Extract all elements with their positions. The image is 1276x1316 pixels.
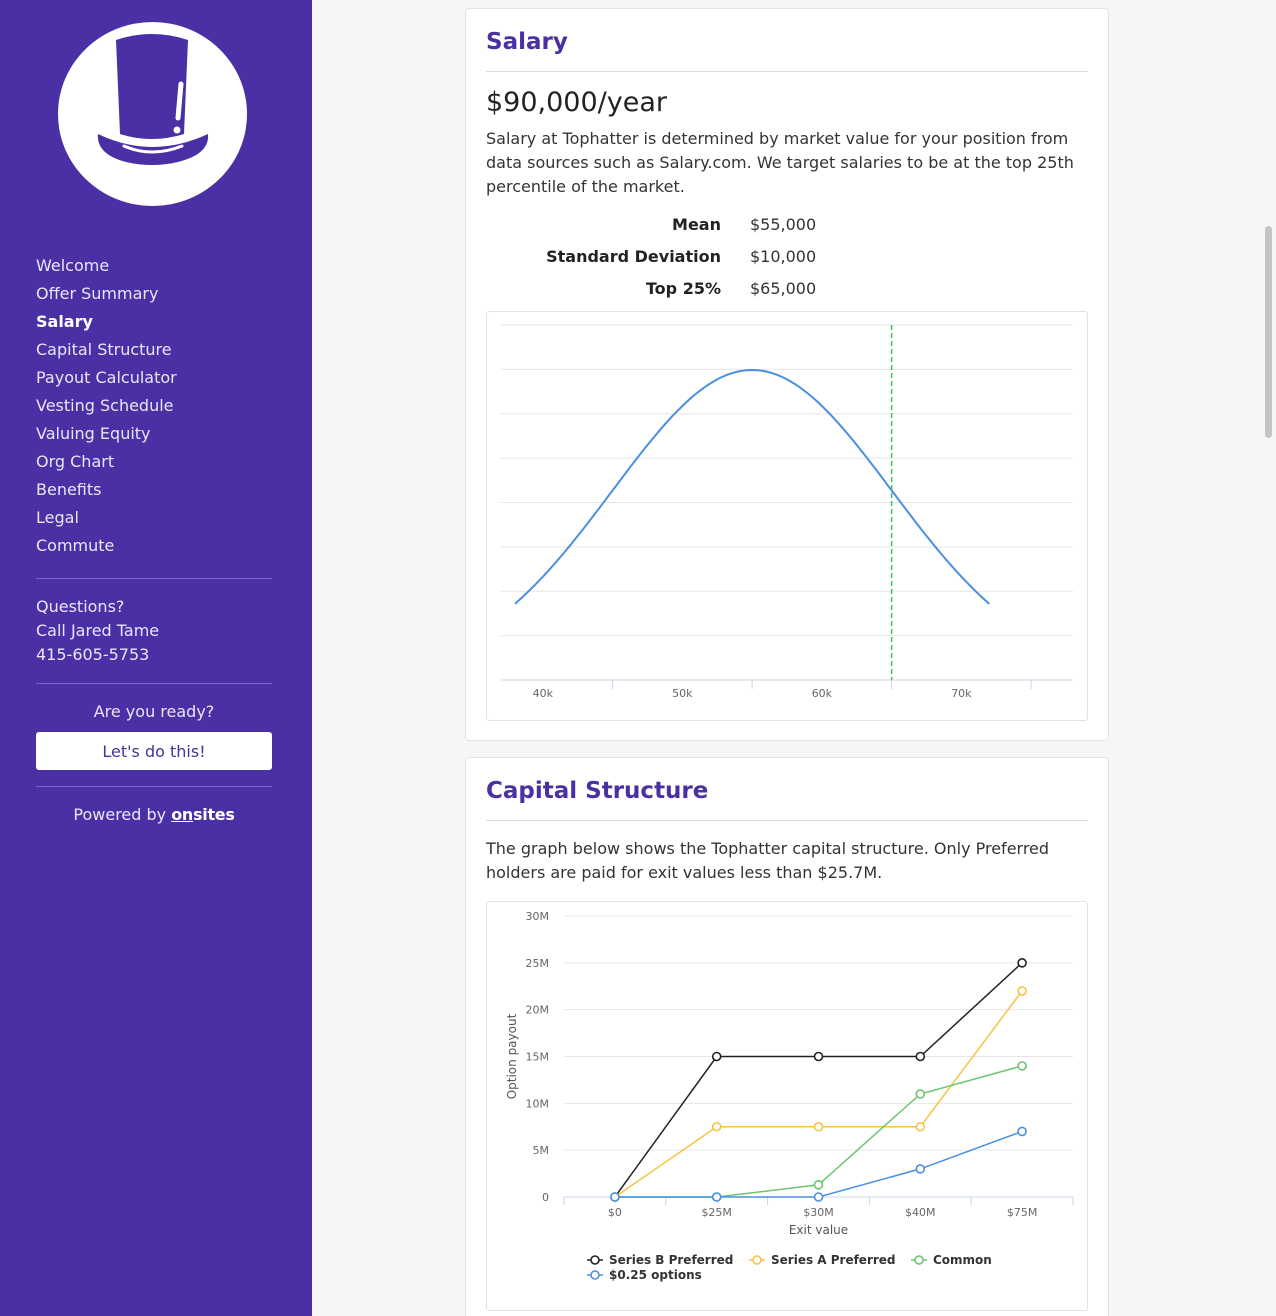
y-tick-label: 10M xyxy=(526,1097,550,1110)
onsites-logo-part-a: on xyxy=(171,805,194,824)
stat-row: Mean $55,000 xyxy=(486,213,1090,245)
page-scrollbar[interactable] xyxy=(1265,226,1272,438)
title-rule xyxy=(486,820,1088,821)
capital-structure-chart: 0 5M 10M 15M 20M 25M 30M $0 $25M $30M $40M $75M Exit… xyxy=(486,901,1088,1311)
sidebar-item-offer-summary[interactable]: Offer Summary xyxy=(36,284,159,303)
ready-label: Are you ready? xyxy=(93,702,215,721)
y-tick-label: 30M xyxy=(526,910,550,923)
questions-label: Questions? xyxy=(36,597,125,616)
sidebar-item-salary[interactable]: Salary xyxy=(36,312,93,331)
salary-card: Salary $90,000/year Salary at Tophatter … xyxy=(465,8,1109,741)
sidebar-item-payout-calculator[interactable]: Payout Calculator xyxy=(36,368,177,387)
sidebar-item-welcome[interactable]: Welcome xyxy=(36,256,110,275)
legend-swatch-marker xyxy=(914,1255,924,1265)
salary-amount: $90,000/year xyxy=(486,87,667,118)
x-tick-label: 70k xyxy=(951,687,972,700)
y-axis-title: Option payout xyxy=(505,1013,519,1099)
stat-value: $65,000 xyxy=(750,279,817,298)
contact-phone[interactable]: 415-605-5753 xyxy=(36,645,150,664)
salary-description: Salary at Tophatter is determined by mar… xyxy=(486,129,1074,196)
y-tick-label: 15M xyxy=(526,1051,550,1064)
divider xyxy=(36,786,272,787)
data-point xyxy=(813,1121,824,1132)
legend-label: Series A Preferred xyxy=(771,1253,896,1267)
y-tick-label: 0 xyxy=(542,1191,549,1204)
sidebar-item-vesting-schedule[interactable]: Vesting Schedule xyxy=(36,396,174,415)
stat-row: Standard Deviation $10,000 xyxy=(486,245,1090,277)
x-tick-label: $30M xyxy=(803,1206,834,1219)
data-point xyxy=(915,1121,926,1132)
stat-label: Mean xyxy=(672,215,721,234)
stat-value: $55,000 xyxy=(750,215,817,234)
x-tick-label: $40M xyxy=(905,1206,936,1219)
divider xyxy=(36,578,272,579)
legend-label: Common xyxy=(933,1253,992,1267)
stat-label: Standard Deviation xyxy=(546,247,721,266)
onsites-logo[interactable]: onsites xyxy=(171,805,235,824)
series-line xyxy=(614,990,1023,1198)
salary-title: Salary xyxy=(486,29,568,55)
y-tick-label: 20M xyxy=(526,1004,550,1017)
sidebar-item-capital-structure[interactable]: Capital Structure xyxy=(36,340,172,359)
data-point xyxy=(813,1180,824,1190)
data-point xyxy=(610,1192,620,1202)
powered-by: Powered by onsites xyxy=(36,803,272,827)
sidebar-item-legal[interactable]: Legal xyxy=(36,508,79,527)
contact-block: Questions? Call Jared Tame 415-605-5753 xyxy=(36,595,159,667)
legend-swatch-marker xyxy=(590,1255,600,1265)
x-tick-label: $75M xyxy=(1007,1206,1038,1219)
top-hat-logo-icon xyxy=(97,34,209,165)
sidebar-item-commute[interactable]: Commute xyxy=(36,536,115,555)
x-tick-label: 40k xyxy=(533,687,554,700)
legend-label: Series B Preferred xyxy=(609,1253,733,1267)
data-point xyxy=(1017,1126,1027,1137)
capital-structure-svg: 0 5M 10M 15M 20M 25M 30M $0 $25M $30M $40M $75M Exit… xyxy=(505,910,1074,1282)
title-rule xyxy=(486,71,1088,72)
logo[interactable] xyxy=(58,22,247,206)
x-axis-title: Exit value xyxy=(789,1223,848,1237)
x-tick-label: 50k xyxy=(672,687,693,700)
capital-title: Capital Structure xyxy=(486,778,709,804)
legend-swatch-marker xyxy=(590,1270,600,1280)
data-point xyxy=(711,1192,722,1202)
legend-label: $0.25 options xyxy=(609,1268,702,1282)
y-tick-label: 5M xyxy=(533,1144,550,1157)
stat-row: Top 25% $65,000 xyxy=(486,277,1090,309)
data-point xyxy=(711,1051,722,1062)
sidebar-item-org-chart[interactable]: Org Chart xyxy=(36,452,115,471)
divider xyxy=(36,683,272,684)
salary-distribution-svg: 40k 50k 60k 70k xyxy=(501,324,1073,700)
sidebar-nav: Welcome Offer Summary Salary Capital Struct… xyxy=(36,254,177,562)
data-point xyxy=(711,1121,722,1132)
salary-stats: Mean $55,000 Standard Deviation $10,000 Top … xyxy=(486,213,1090,309)
lets-do-this-button[interactable]: Let's do this! xyxy=(36,732,272,770)
contact-name: Call Jared Tame xyxy=(36,621,160,640)
capital-description: The graph below shows the Tophatter capi… xyxy=(486,839,1050,882)
data-point xyxy=(915,1164,926,1174)
data-point xyxy=(1017,1061,1027,1071)
x-tick-label: $25M xyxy=(701,1206,732,1219)
sidebar-item-valuing-equity[interactable]: Valuing Equity xyxy=(36,424,151,443)
sidebar-item-benefits[interactable]: Benefits xyxy=(36,480,102,499)
x-tick-label: 60k xyxy=(812,687,833,700)
data-point xyxy=(1017,986,1027,996)
data-point xyxy=(813,1051,824,1062)
capital-structure-card: Capital Structure The graph below shows … xyxy=(465,757,1109,1316)
stat-value: $10,000 xyxy=(750,247,817,266)
x-tick-label: $0 xyxy=(608,1206,622,1219)
data-point xyxy=(915,1051,926,1062)
data-point xyxy=(1017,958,1027,968)
legend-swatch-marker xyxy=(752,1255,762,1265)
powered-by-label: Powered by xyxy=(73,805,167,824)
data-point xyxy=(813,1192,824,1202)
sidebar: Welcome Offer Summary Salary Capital Struct… xyxy=(0,0,312,1316)
stat-label: Top 25% xyxy=(645,279,721,298)
distribution-curve xyxy=(514,368,990,605)
salary-distribution-chart: 40k 50k 60k 70k xyxy=(486,311,1088,721)
series-line xyxy=(614,962,1023,1198)
y-tick-label: 25M xyxy=(526,957,550,970)
data-point xyxy=(915,1089,926,1099)
onsites-logo-part-b: sites xyxy=(193,805,235,824)
